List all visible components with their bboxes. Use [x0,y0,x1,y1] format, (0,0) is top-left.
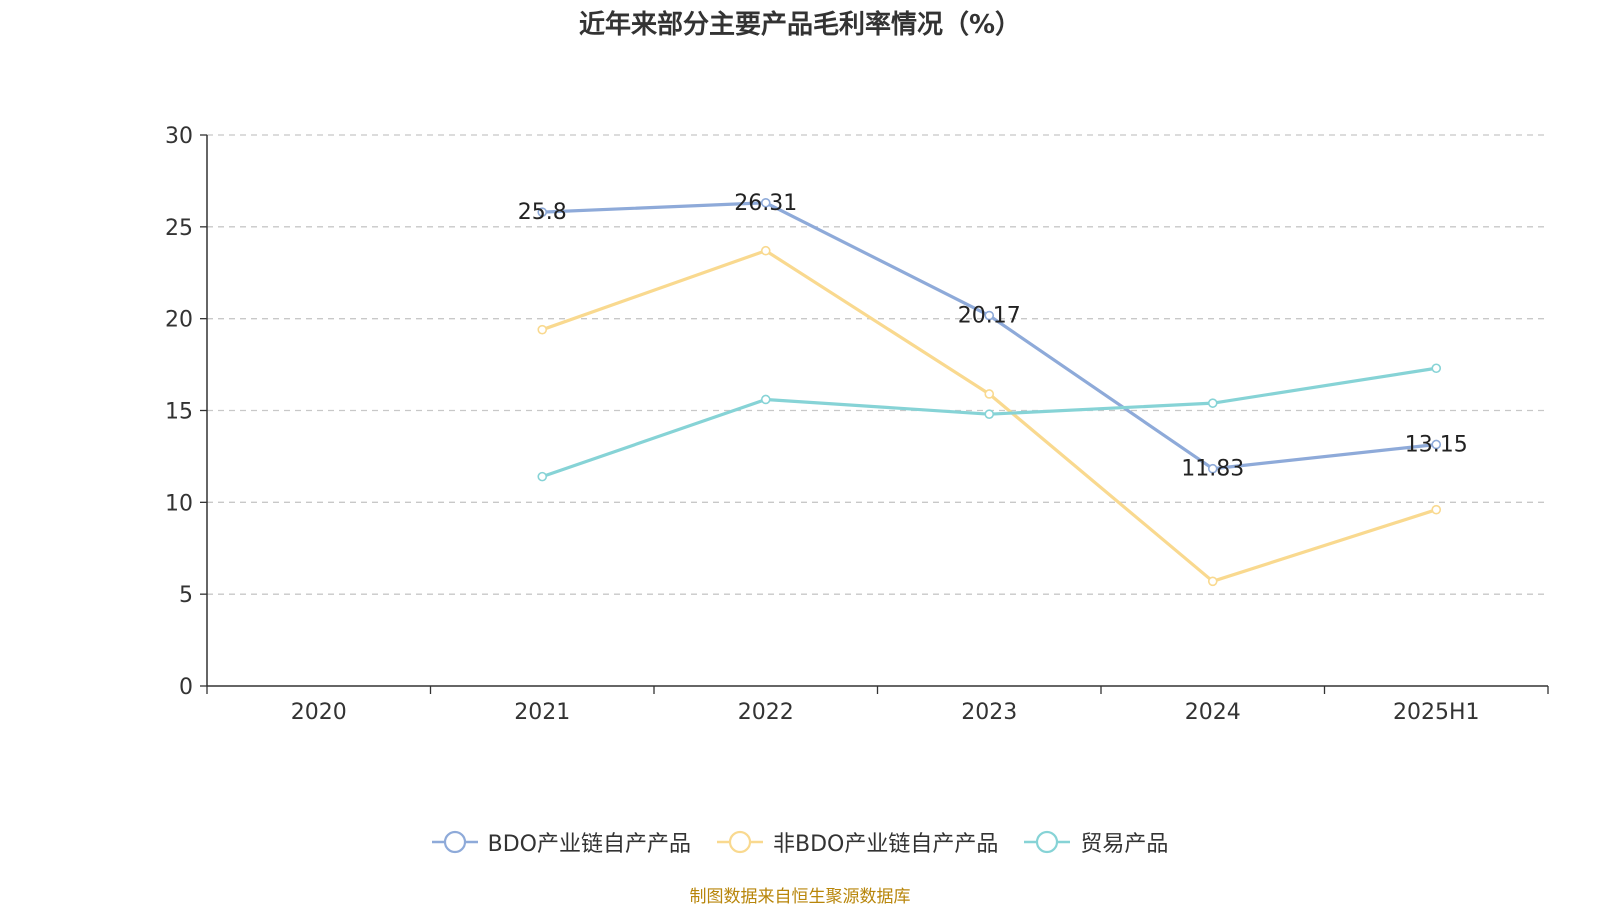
data-label: 25.8 [518,200,567,225]
data-point [760,394,771,405]
data-point [537,471,548,482]
x-tick-label: 2021 [514,700,570,725]
data-point [984,389,995,399]
y-tick-label: 10 [165,491,193,516]
data-point [760,245,771,256]
legend-circle [728,830,752,854]
data-labels: 25.8 26.31 20.17 11.83 13.15 [518,191,1468,482]
data-point [1207,398,1218,408]
legend-line-circle-icon [716,830,763,854]
legend: BDO产业链自产产品 非BDO产业链自产产品 贸易产品 [0,822,1600,862]
y-tick-label: 15 [165,400,193,425]
legend-label: BDO产业链自产产品 [487,832,691,857]
data-point [537,324,548,335]
x-tick-label: 2020 [291,700,347,725]
series-lines [537,197,1442,587]
data-point [537,207,548,217]
legend-circle [443,830,466,854]
legend-label: 贸易产品 [1080,832,1169,857]
data-label: 26.31 [734,191,797,216]
data-point [760,197,771,208]
data-point [984,409,995,419]
source-note: 制图数据来自恒生聚源数据库 [689,887,911,907]
data-point [984,310,995,321]
x-tick-label: 2023 [961,700,1017,725]
legend-label: 非BDO产业链自产产品 [772,832,999,857]
data-point [1431,504,1442,515]
data-label: 20.17 [958,304,1021,329]
data-point [1207,463,1218,474]
x-tick-label: 2025H1 [1393,700,1480,725]
y-tick-label: 0 [179,675,193,700]
data-point [1431,439,1442,450]
axes: 0 5 10 15 20 25 30 2020 2021 2022 2023 2024 2025H1 [165,124,1549,725]
chart-title: 近年来部分主要产品毛利率情况（%） [578,10,1022,40]
grid-lines [207,134,1548,595]
x-tick-label: 2024 [1185,700,1241,725]
y-tick-label: 25 [165,216,193,241]
legend-circle [1036,830,1059,854]
data-point [1431,363,1442,374]
legend-item[interactable]: 非BDO产业链自产产品 [716,826,999,858]
data-label: 13.15 [1405,432,1468,457]
data-point [1207,576,1218,587]
legend-line-circle-icon [431,830,478,854]
y-tick-label: 30 [165,124,193,149]
legend-item[interactable]: BDO产业链自产产品 [431,826,691,858]
legend-line-circle-icon [1024,830,1071,854]
data-label: 11.83 [1181,457,1244,482]
y-tick-label: 20 [165,308,193,333]
legend-item[interactable]: 贸易产品 [1024,826,1168,858]
x-tick-label: 2022 [738,700,794,725]
y-tick-label: 5 [179,583,193,608]
